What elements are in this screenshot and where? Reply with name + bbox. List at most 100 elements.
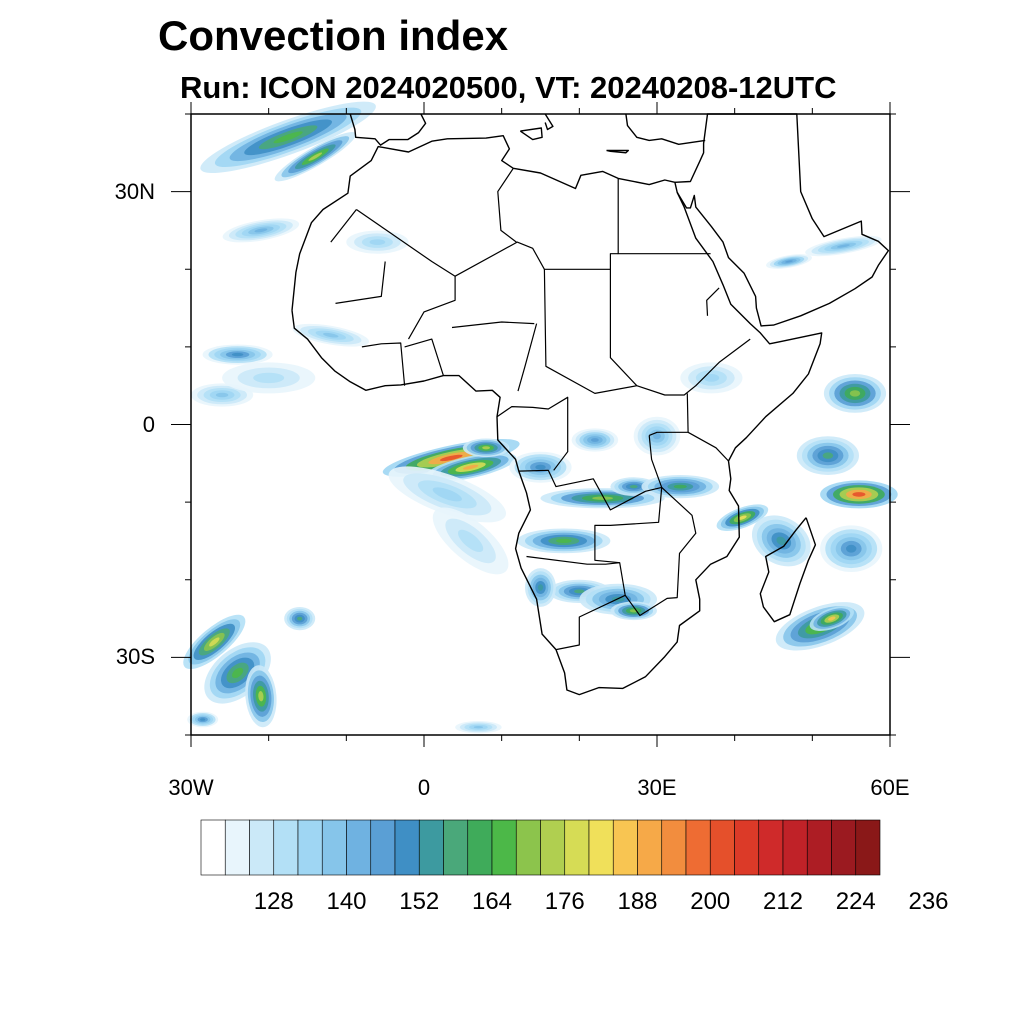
convection-cell bbox=[258, 691, 264, 702]
colorbar-tick-label: 188 bbox=[617, 888, 658, 915]
convection-cell bbox=[673, 484, 687, 489]
colorbar-box bbox=[855, 819, 881, 876]
convection-cell bbox=[273, 131, 303, 144]
colorbar-box bbox=[491, 819, 517, 876]
convection-cell bbox=[462, 464, 479, 470]
convection-cell bbox=[822, 452, 834, 459]
convection-cell bbox=[785, 260, 793, 263]
colorbar-box bbox=[249, 819, 275, 876]
country-border bbox=[555, 435, 663, 651]
lat-tick-label: 30S bbox=[115, 644, 155, 670]
convection-cell bbox=[215, 392, 229, 398]
country-border bbox=[624, 486, 697, 617]
country-border bbox=[451, 321, 535, 329]
figure-title: Convection index bbox=[158, 12, 509, 59]
colorbar-tick-label: 236 bbox=[908, 888, 949, 915]
convection-cell bbox=[828, 616, 836, 621]
convection-cell bbox=[369, 239, 386, 246]
country-border bbox=[335, 261, 386, 304]
convection-cell bbox=[432, 487, 462, 502]
colorbar-box bbox=[273, 819, 299, 876]
colorbar-box bbox=[200, 819, 226, 876]
italy-coastline bbox=[544, 113, 554, 131]
country-border bbox=[361, 342, 406, 386]
convection-cell bbox=[482, 446, 490, 450]
europe-coastline bbox=[349, 113, 427, 146]
convection-cell bbox=[574, 589, 585, 594]
anatolia-coastline bbox=[625, 113, 706, 146]
colorbar-box bbox=[418, 819, 444, 876]
convection-cell bbox=[232, 667, 244, 679]
convection-cell bbox=[849, 390, 861, 397]
convection-cell bbox=[653, 432, 661, 440]
colorbar-box bbox=[734, 819, 760, 876]
colorbar-tick-label: 200 bbox=[690, 888, 731, 915]
country-border bbox=[407, 276, 456, 340]
convection-cell bbox=[439, 454, 463, 462]
convection-cell bbox=[458, 529, 484, 553]
country-border bbox=[518, 469, 662, 511]
colorbar-box bbox=[297, 819, 323, 876]
figure-subtitle: Run: ICON 2024020500, VT: 20240208-12UTC bbox=[180, 70, 837, 105]
colorbar-tick-label: 224 bbox=[835, 888, 876, 915]
colorbar-box bbox=[758, 819, 784, 876]
country-border bbox=[517, 323, 538, 392]
colorbar-tick-label: 164 bbox=[471, 888, 513, 915]
convection-cell bbox=[591, 438, 599, 442]
convection-cell bbox=[776, 536, 787, 546]
country-border bbox=[617, 178, 711, 255]
convection-cell bbox=[323, 332, 339, 338]
convection-cell bbox=[254, 228, 268, 233]
colorbar-box bbox=[831, 819, 857, 876]
convection-cell bbox=[200, 718, 206, 721]
colorbar-box bbox=[394, 819, 420, 876]
colorbar-box bbox=[806, 819, 832, 876]
colorbar-tick-label: 152 bbox=[399, 888, 440, 915]
colorbar-box bbox=[370, 819, 396, 876]
madagascar-coastline bbox=[759, 517, 817, 623]
colorbar-box bbox=[612, 819, 638, 876]
africa-coastline bbox=[291, 134, 823, 696]
country-border bbox=[609, 269, 751, 396]
country-border bbox=[686, 393, 689, 433]
map-frame bbox=[190, 113, 891, 736]
colorbar-box bbox=[782, 819, 808, 876]
sicily-coastline bbox=[519, 127, 543, 141]
convection-cell bbox=[836, 244, 850, 248]
country-border bbox=[526, 555, 620, 565]
colorbar-tick-label: 128 bbox=[253, 888, 294, 915]
convection-cell bbox=[846, 544, 857, 553]
convection-cell bbox=[556, 538, 572, 544]
lat-tick-label: 30N bbox=[114, 178, 155, 204]
convection-cell bbox=[852, 492, 866, 497]
convection-cell bbox=[535, 464, 546, 470]
crete-coastline bbox=[606, 149, 629, 154]
convection-cell bbox=[297, 616, 303, 621]
axis-ticks bbox=[171, 102, 910, 747]
convection-cell bbox=[592, 496, 613, 500]
lon-tick-label: 30E bbox=[637, 775, 677, 800]
colorbar-box bbox=[467, 819, 493, 876]
convection-cell bbox=[308, 152, 323, 161]
convection-cell bbox=[253, 372, 285, 384]
country-border bbox=[706, 287, 720, 316]
country-border bbox=[497, 167, 517, 243]
convection-cell bbox=[209, 637, 220, 647]
convection-cell bbox=[629, 485, 638, 489]
colorbar-box bbox=[709, 819, 735, 876]
colorbar-box bbox=[321, 819, 347, 876]
colorbar-box bbox=[224, 819, 250, 876]
convection-cell bbox=[703, 374, 720, 382]
colorbar-tick-label: 212 bbox=[762, 888, 804, 915]
colorbar-box bbox=[443, 819, 469, 876]
colorbar-box bbox=[685, 819, 711, 876]
colorbar-box bbox=[346, 819, 372, 876]
country-border bbox=[330, 209, 357, 243]
convection-cell bbox=[537, 584, 544, 591]
country-border bbox=[496, 396, 569, 471]
colorbar-tick-label: 176 bbox=[544, 888, 585, 915]
colorbar-box bbox=[564, 819, 590, 876]
colorbar-box bbox=[515, 819, 541, 876]
